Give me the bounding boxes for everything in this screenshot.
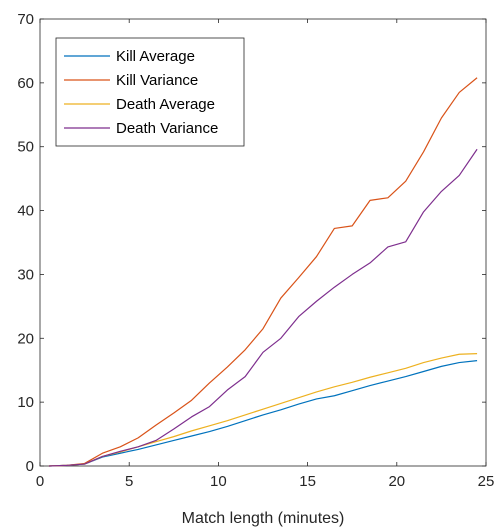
y-tick-label: 20 — [17, 330, 34, 347]
axis-ticks — [39, 18, 487, 467]
x-tick-label: 0 — [36, 473, 44, 490]
series-line-kill-variance — [48, 77, 478, 467]
series-line-death-variance — [48, 148, 478, 467]
y-tick-label: 0 — [26, 458, 34, 475]
x-tick-label: 15 — [299, 473, 316, 490]
series-line-kill-average — [48, 360, 478, 467]
data-lines — [48, 77, 478, 467]
y-tick-label: 10 — [17, 394, 34, 411]
y-tick-label: 70 — [17, 11, 34, 28]
legend-label-kill-variance: Kill Variance — [116, 72, 198, 89]
series-line-death-average — [48, 353, 478, 467]
y-tick-label: 40 — [17, 203, 34, 220]
legend: Kill Average Kill Variance Death Average De… — [55, 37, 245, 147]
x-tick-label: 5 — [125, 473, 133, 490]
y-tick-label: 30 — [17, 266, 34, 283]
y-tick-label: 60 — [17, 75, 34, 92]
x-tick-label: 20 — [388, 473, 405, 490]
x-axis-title: Match length (minutes) — [182, 510, 345, 527]
legend-label-death-average: Death Average — [116, 96, 215, 113]
legend-label-death-variance: Death Variance — [116, 120, 218, 137]
y-tick-label: 50 — [17, 139, 34, 156]
axis-tick-labels: 0 5 10 15 20 25 0 10 20 30 40 50 60 70 — [17, 11, 494, 490]
x-tick-label: 25 — [478, 473, 495, 490]
legend-label-kill-average: Kill Average — [116, 48, 195, 65]
x-tick-label: 10 — [210, 473, 227, 490]
